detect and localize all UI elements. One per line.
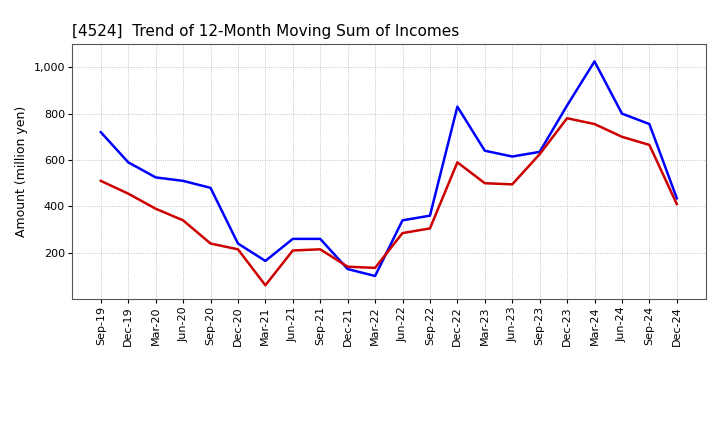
Ordinary Income <box>179 178 187 183</box>
Net Income <box>590 121 599 127</box>
Ordinary Income <box>618 111 626 116</box>
Ordinary Income <box>371 273 379 279</box>
Ordinary Income <box>590 59 599 64</box>
Ordinary Income <box>480 148 489 154</box>
Net Income <box>124 191 132 196</box>
Net Income <box>426 226 434 231</box>
Ordinary Income <box>645 121 654 127</box>
Net Income <box>179 218 187 223</box>
Line: Net Income: Net Income <box>101 118 677 285</box>
Ordinary Income <box>233 241 242 246</box>
Ordinary Income <box>316 236 325 242</box>
Ordinary Income <box>508 154 516 159</box>
Ordinary Income <box>672 196 681 201</box>
Net Income <box>672 202 681 207</box>
Net Income <box>618 134 626 139</box>
Ordinary Income <box>536 149 544 154</box>
Net Income <box>645 142 654 147</box>
Net Income <box>289 248 297 253</box>
Ordinary Income <box>563 103 572 108</box>
Net Income <box>480 180 489 186</box>
Net Income <box>206 241 215 246</box>
Net Income <box>233 247 242 252</box>
Net Income <box>151 206 160 211</box>
Net Income <box>261 282 270 288</box>
Y-axis label: Amount (million yen): Amount (million yen) <box>15 106 28 237</box>
Ordinary Income <box>343 266 352 271</box>
Ordinary Income <box>453 104 462 109</box>
Net Income <box>343 264 352 269</box>
Net Income <box>316 247 325 252</box>
Ordinary Income <box>261 258 270 264</box>
Ordinary Income <box>96 129 105 135</box>
Ordinary Income <box>426 213 434 218</box>
Net Income <box>563 116 572 121</box>
Ordinary Income <box>206 185 215 191</box>
Ordinary Income <box>398 218 407 223</box>
Net Income <box>371 265 379 271</box>
Ordinary Income <box>124 160 132 165</box>
Text: [4524]  Trend of 12-Month Moving Sum of Incomes: [4524] Trend of 12-Month Moving Sum of I… <box>72 24 459 39</box>
Net Income <box>536 151 544 157</box>
Ordinary Income <box>151 175 160 180</box>
Line: Ordinary Income: Ordinary Income <box>101 62 677 276</box>
Net Income <box>453 160 462 165</box>
Ordinary Income <box>289 236 297 242</box>
Net Income <box>398 231 407 236</box>
Net Income <box>96 178 105 183</box>
Net Income <box>508 182 516 187</box>
